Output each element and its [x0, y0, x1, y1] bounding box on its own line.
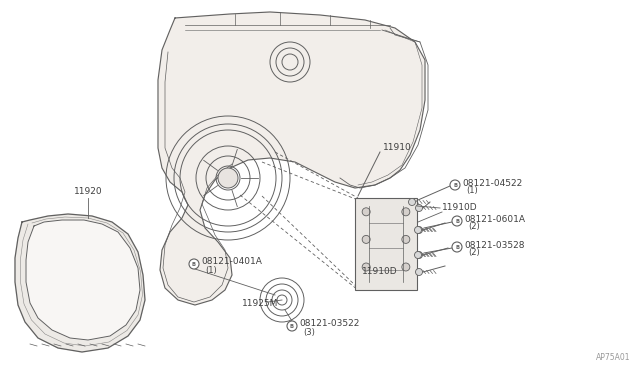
Text: B: B: [192, 262, 196, 267]
Text: B: B: [455, 219, 459, 224]
Text: (2): (2): [468, 222, 480, 231]
Text: 11910: 11910: [383, 144, 412, 153]
Text: 11925M: 11925M: [242, 298, 278, 308]
Bar: [355, 198, 417, 290]
Circle shape: [362, 208, 370, 216]
Text: (2): (2): [468, 248, 480, 257]
Polygon shape: [26, 220, 140, 340]
Circle shape: [415, 269, 422, 276]
Circle shape: [402, 208, 410, 216]
Polygon shape: [158, 12, 425, 305]
Text: 08121-03528: 08121-03528: [464, 241, 525, 250]
Circle shape: [415, 227, 422, 234]
Circle shape: [402, 263, 410, 271]
Circle shape: [450, 180, 460, 190]
Text: 08121-04522: 08121-04522: [462, 179, 522, 187]
Circle shape: [415, 205, 422, 212]
Text: 11910D: 11910D: [362, 267, 397, 276]
Circle shape: [189, 259, 199, 269]
Circle shape: [415, 227, 422, 234]
Circle shape: [415, 251, 422, 259]
Text: B: B: [455, 245, 459, 250]
Circle shape: [415, 251, 422, 259]
Circle shape: [218, 168, 238, 188]
Text: (1): (1): [466, 186, 477, 196]
Text: (3): (3): [303, 327, 315, 337]
Text: B: B: [453, 183, 457, 188]
Text: AP75A01: AP75A01: [595, 353, 630, 362]
Circle shape: [452, 242, 462, 252]
Text: 11910D: 11910D: [442, 203, 477, 212]
Text: 08121-0401A: 08121-0401A: [201, 257, 262, 266]
Circle shape: [287, 321, 297, 331]
Polygon shape: [15, 214, 145, 352]
Circle shape: [362, 235, 370, 243]
Text: (1): (1): [205, 266, 217, 276]
Text: 08121-03522: 08121-03522: [299, 320, 360, 328]
Text: 11920: 11920: [74, 187, 102, 196]
Circle shape: [362, 263, 370, 271]
Circle shape: [452, 216, 462, 226]
Circle shape: [402, 235, 410, 243]
Circle shape: [408, 199, 415, 205]
Text: B: B: [290, 324, 294, 329]
Text: 08121-0601A: 08121-0601A: [464, 215, 525, 224]
